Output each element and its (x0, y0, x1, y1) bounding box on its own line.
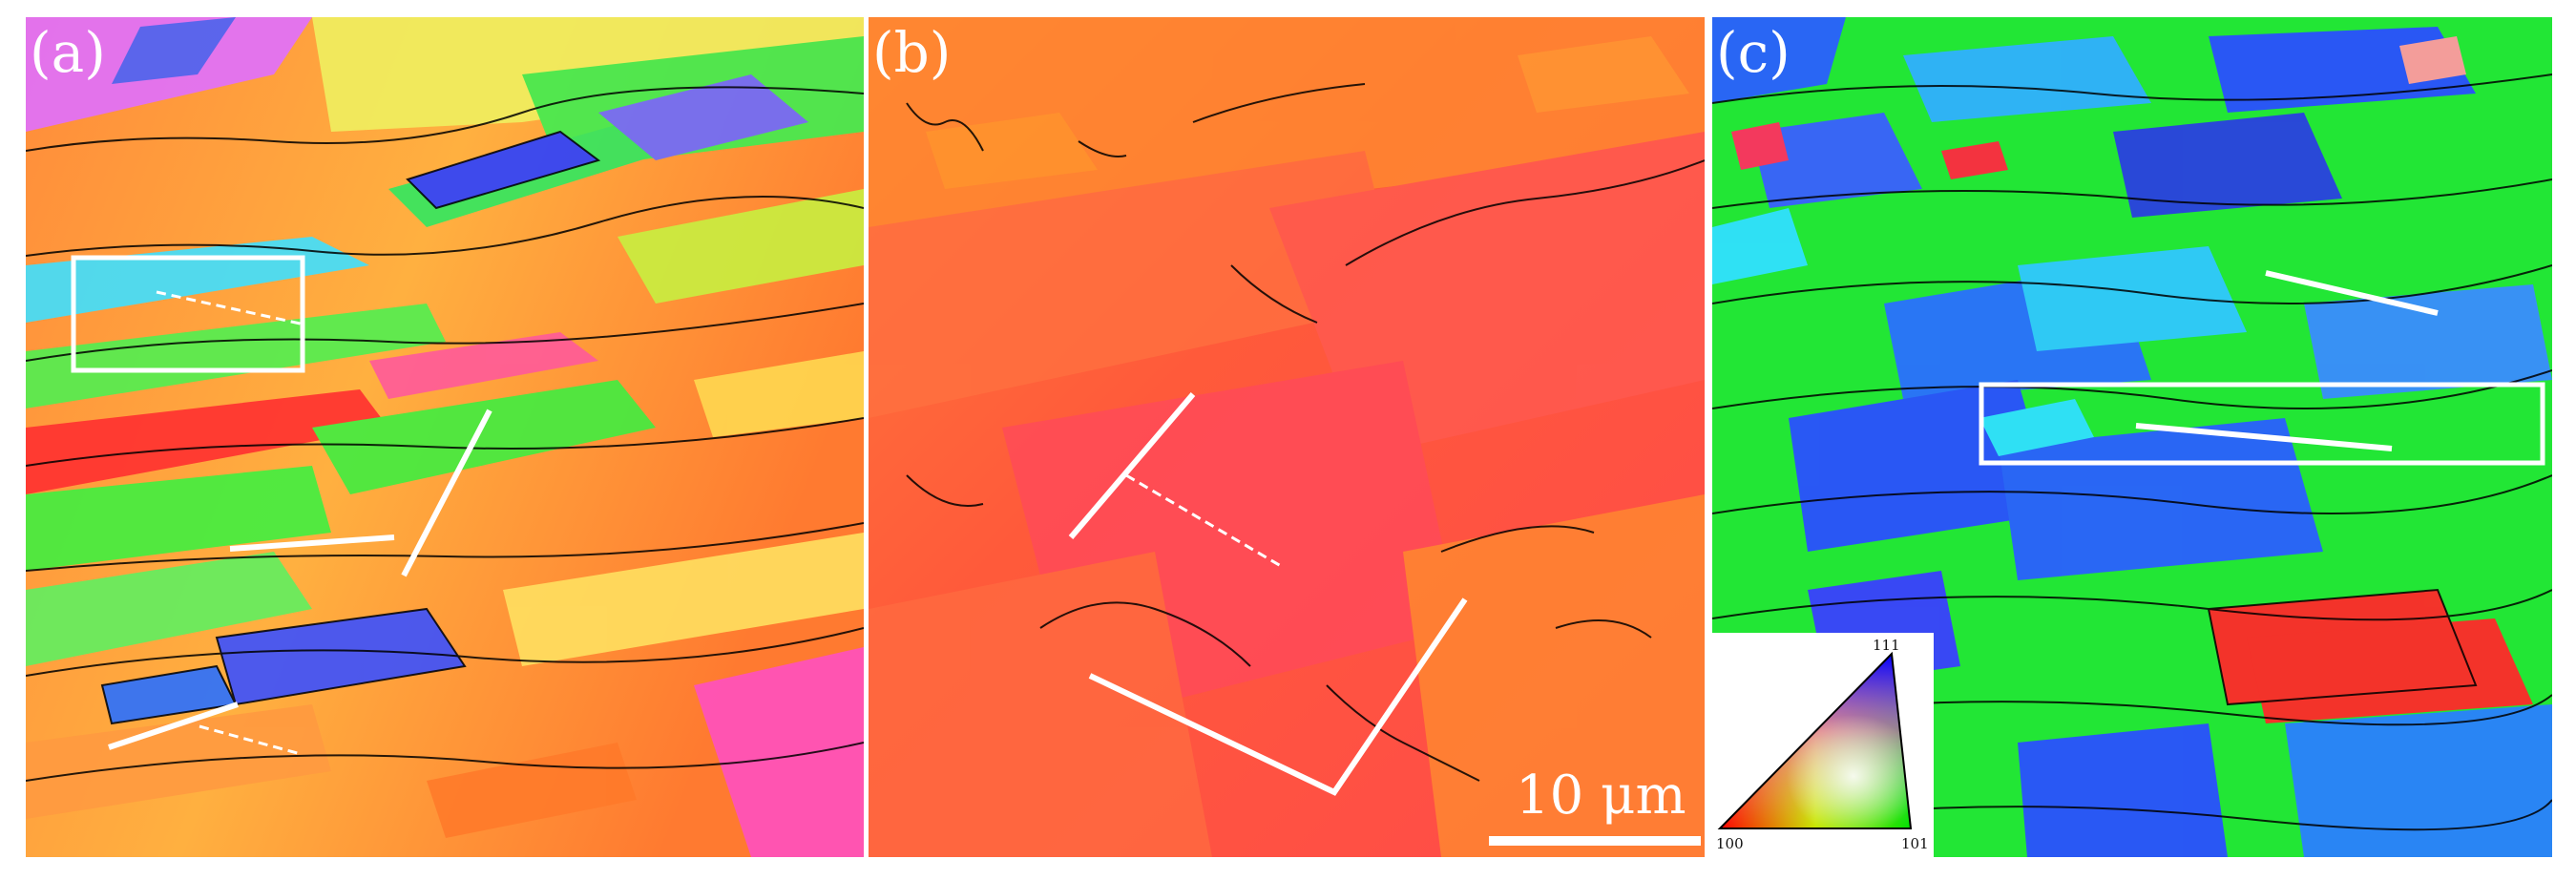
ipf-label-111: 111 (1873, 637, 1900, 654)
ebsd-orientation-map-b (869, 17, 1705, 857)
panel-label-c: (c) (1716, 20, 1791, 85)
ebsd-orientation-map-a (26, 17, 864, 857)
ebsd-map-panel-c: (c) (1712, 17, 2552, 857)
ipf-triangle-icon (1717, 651, 1913, 829)
ipf-label-101: 101 (1901, 835, 1929, 852)
ipf-label-100: 100 (1716, 835, 1744, 852)
panel-label-b: (b) (872, 20, 952, 85)
scale-bar (1489, 836, 1701, 846)
scale-bar-label: 10 μm (1516, 765, 1686, 827)
panel-label-a: (a) (30, 20, 106, 85)
ebsd-map-panel-a: (a) (26, 17, 864, 857)
ebsd-map-panel-b: (b) 10 μm (869, 17, 1705, 857)
ipf-color-key: 111 100 101 (1712, 633, 1934, 857)
